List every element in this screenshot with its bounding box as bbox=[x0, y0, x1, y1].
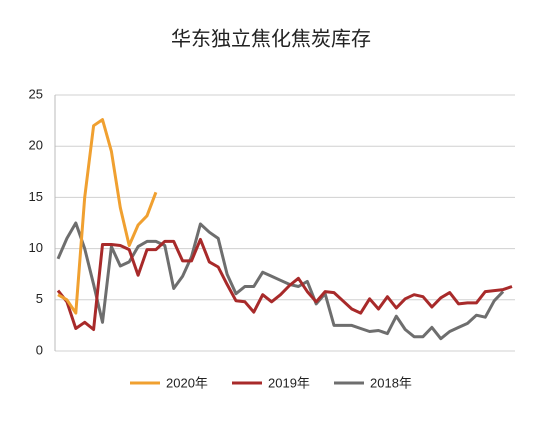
y-tick-label: 0 bbox=[36, 342, 43, 357]
series-line bbox=[56, 237, 513, 331]
y-tick-label: 20 bbox=[29, 138, 43, 153]
y-tick-label: 25 bbox=[29, 86, 43, 101]
legend-label: 2019年 bbox=[268, 375, 310, 390]
series-line bbox=[56, 221, 505, 341]
legend-label: 2018年 bbox=[370, 375, 412, 390]
y-tick-label: 10 bbox=[29, 240, 43, 255]
series-line bbox=[57, 118, 158, 315]
legend-label: 2020年 bbox=[166, 375, 208, 390]
y-tick-label: 5 bbox=[36, 291, 43, 306]
chart-title: 华东独立焦化焦炭库存 bbox=[171, 27, 371, 50]
y-tick-label: 15 bbox=[29, 189, 43, 204]
